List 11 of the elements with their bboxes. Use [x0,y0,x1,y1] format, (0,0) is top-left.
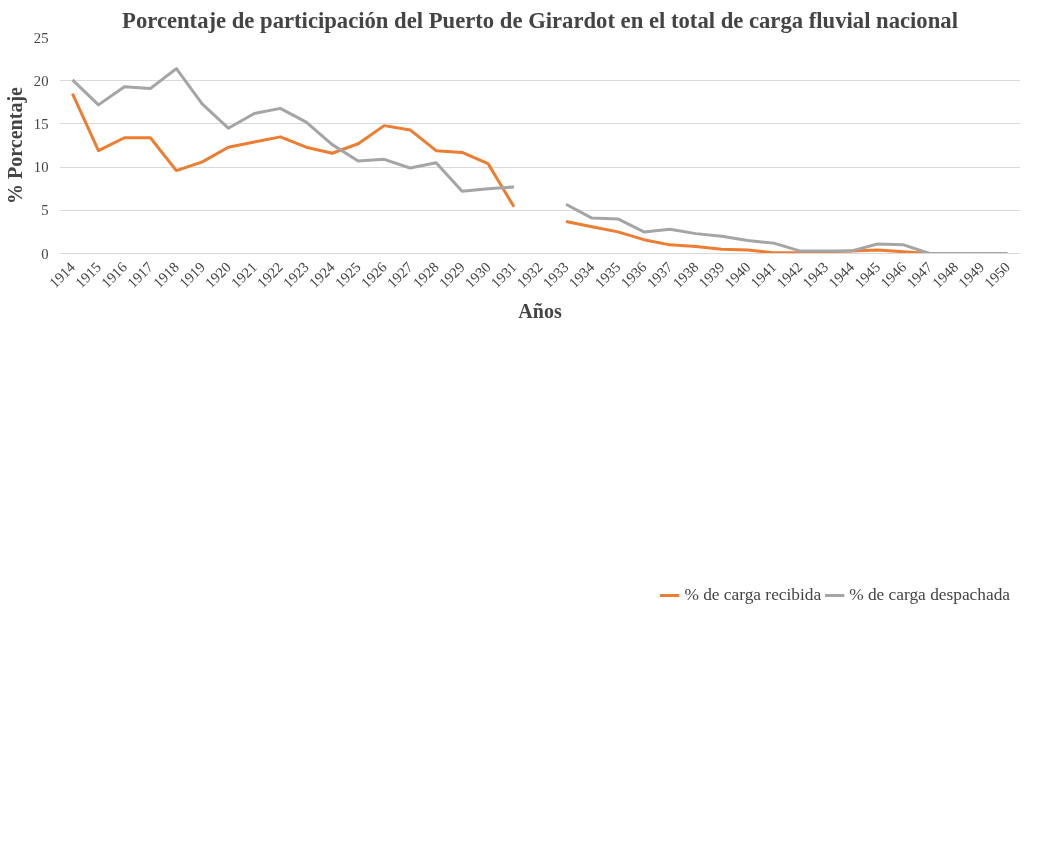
y-tick-label: 10 [33,159,49,176]
legend-label: % de carga recibida [684,585,822,605]
y-axis-title: % Porcentaje [3,86,27,204]
legend-label: % de carga despachada [849,585,1010,605]
x-axis-title: Años [518,300,562,323]
y-tick-label: 0 [41,245,49,262]
y-tick-label: 5 [41,202,49,219]
y-tick-label: 20 [33,72,49,89]
y-tick-label: 25 [33,29,49,46]
chart-title: Porcentaje de participación del Puerto de Girardot en el total de carga fluvial nacional [122,7,958,33]
y-tick-label: 15 [33,115,49,132]
